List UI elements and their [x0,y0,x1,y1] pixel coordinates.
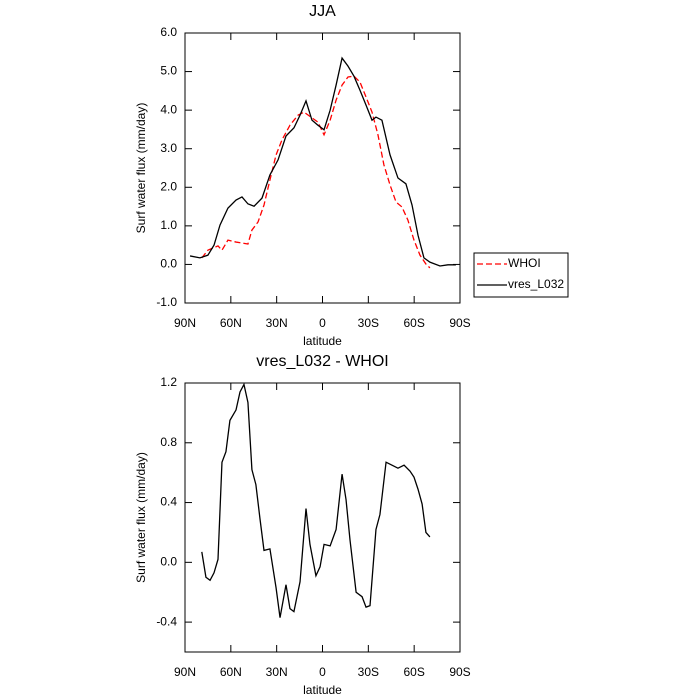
x-tick-label: 0 [319,316,326,330]
y-tick-label: -1.0 [156,295,177,309]
legend-label: WHOI [508,256,541,270]
x-axis-label: latitude [303,334,342,348]
x-tick-label: 30N [266,316,288,330]
plot-frame [184,32,461,304]
y-axis-label: Surf water flux (mm/day) [134,103,148,234]
y-tick-label: 5.0 [160,64,177,78]
y-tick-label: 2.0 [160,179,177,193]
y-tick-label: 0.4 [160,495,177,509]
y-tick-label: 0.0 [160,555,177,569]
y-tick-label: 4.0 [160,102,177,116]
x-axis-label: latitude [303,683,342,697]
x-tick-label: 60S [403,665,424,679]
y-tick-label: 1.2 [160,375,177,389]
legend-box [473,252,569,298]
chart-title: vres_L032 - WHOI [256,353,388,370]
y-tick-label: 0.0 [160,257,177,271]
x-tick-label: 60N [220,665,242,679]
x-tick-label: 90N [174,316,196,330]
series-line [201,75,431,269]
series-line [201,382,431,618]
x-tick-label: 90S [449,665,470,679]
y-tick-label: -0.4 [156,614,177,628]
x-tick-label: 0 [319,665,326,679]
legend-label: vres_L032 [508,277,564,291]
x-tick-label: 90N [174,665,196,679]
x-tick-label: 60N [220,316,242,330]
y-tick-label: 3.0 [160,141,177,155]
x-tick-label: 60S [403,316,424,330]
x-tick-label: 30N [266,665,288,679]
y-axis-label: Surf water flux (mm/day) [134,452,148,583]
x-tick-label: 30S [358,316,379,330]
y-tick-label: 6.0 [160,25,177,39]
y-tick-label: 1.0 [160,218,177,232]
chart-title: JJA [309,3,336,20]
x-tick-label: 90S [449,316,470,330]
plot-frame [184,382,461,653]
x-tick-label: 30S [358,665,379,679]
y-tick-label: 0.8 [160,435,177,449]
series-line [189,56,456,267]
